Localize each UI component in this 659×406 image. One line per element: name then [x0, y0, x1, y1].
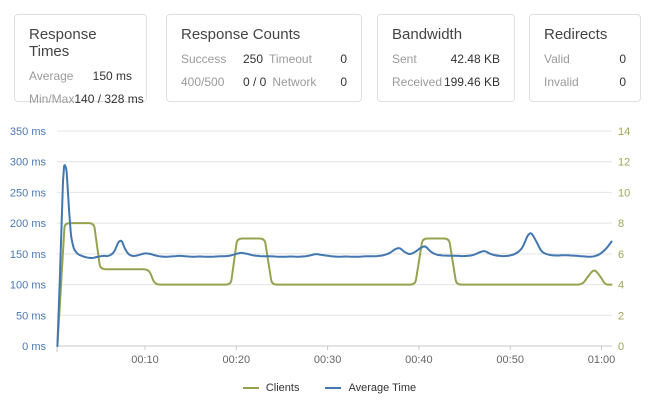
svg-text:10: 10 [618, 187, 630, 199]
stats-card-row: Response Times Average 150 ms Min/Max 14… [14, 14, 641, 106]
stat-label: 400/500 [181, 75, 225, 89]
right-axis-labels: 14 12 10 8 6 4 2 0 [618, 126, 630, 353]
svg-text:0 ms: 0 ms [22, 341, 46, 353]
stat-label: Received [392, 75, 443, 89]
stat-row-success-timeout: Success 250 Timeout 0 [181, 51, 347, 67]
svg-text:2: 2 [618, 310, 624, 322]
card-redirects: Redirects Valid 0 Invalid 0 [529, 14, 641, 102]
stat-row-sent: Sent 42.48 KB [392, 51, 500, 67]
svg-text:4: 4 [618, 280, 624, 292]
svg-text:14: 14 [618, 126, 630, 138]
card-bandwidth: Bandwidth Sent 42.48 KB Received 199.46 … [377, 14, 515, 102]
card-title: Response Counts [181, 26, 301, 43]
stat-row-average: Average 150 ms [29, 68, 132, 84]
stat-label: Success [181, 52, 227, 66]
svg-text:150 ms: 150 ms [10, 249, 47, 261]
svg-text:8: 8 [618, 218, 624, 230]
svg-text:0: 0 [618, 341, 624, 353]
legend-item-average-time: Average Time [325, 382, 416, 394]
chart-legend: Clients Average Time [0, 382, 659, 394]
series-line-average-time [56, 164, 613, 347]
legend-label: Average Time [348, 382, 417, 394]
stat-value: 250 [243, 52, 264, 66]
left-axis-labels: 350 ms 300 ms 250 ms 200 ms 150 ms 100 ms 50 m… [10, 126, 47, 353]
card-response-counts: Response Counts Success 250 Timeout 0 40… [166, 14, 362, 102]
svg-text:12: 12 [618, 157, 630, 169]
stat-row-invalid: Invalid 0 [544, 74, 626, 90]
stat-row-errors-network: 400/500 0 / 0 Network 0 [181, 74, 347, 90]
stat-value: 0 / 0 [243, 75, 267, 89]
stat-label: Min/Max [29, 92, 75, 106]
stat-label: Network [272, 75, 317, 89]
stat-label: Invalid [544, 75, 579, 89]
svg-text:00:30: 00:30 [314, 354, 342, 366]
stat-label: Valid [544, 52, 570, 66]
svg-text:250 ms: 250 ms [10, 187, 47, 199]
x-axis-labels: 00:10 00:20 00:30 00:40 00:50 01:00 [56, 346, 616, 366]
stat-label: Sent [392, 52, 417, 66]
stat-value: 0 [340, 52, 347, 66]
svg-text:00:10: 00:10 [131, 354, 159, 366]
clients-line-swatch [242, 387, 259, 389]
legend-item-clients: Clients [242, 382, 300, 394]
stat-label: Timeout [269, 52, 312, 66]
stat-value: 150 ms [92, 69, 132, 83]
svg-text:100 ms: 100 ms [10, 280, 47, 292]
stat-value: 0 [619, 75, 626, 89]
svg-text:50 ms: 50 ms [16, 310, 46, 322]
stat-value: 0 [340, 75, 347, 89]
performance-chart[interactable]: 350 ms 300 ms 250 ms 200 ms 150 ms 100 ms 50 m… [0, 112, 659, 374]
gridlines [57, 130, 612, 347]
average-time-line-swatch [325, 387, 342, 389]
stat-row-minmax: Min/Max 140 / 328 ms [29, 91, 144, 107]
svg-text:6: 6 [618, 249, 624, 261]
stat-row-valid: Valid 0 [544, 51, 626, 67]
card-title: Response Times [29, 26, 97, 60]
stat-value: 199.46 KB [443, 75, 500, 89]
svg-text:300 ms: 300 ms [10, 157, 47, 169]
svg-text:200 ms: 200 ms [10, 218, 47, 230]
svg-text:00:40: 00:40 [405, 354, 433, 366]
stat-value: 42.48 KB [450, 52, 500, 66]
stat-row-received: Received 199.46 KB [392, 74, 500, 90]
stat-value: 0 [619, 52, 626, 66]
card-title: Bandwidth [392, 26, 463, 43]
svg-text:01:00: 01:00 [588, 354, 616, 366]
svg-text:00:20: 00:20 [223, 354, 251, 366]
svg-text:350 ms: 350 ms [10, 126, 47, 138]
legend-label: Clients [265, 382, 300, 394]
svg-text:00:50: 00:50 [496, 354, 524, 366]
stat-value: 140 / 328 ms [74, 92, 144, 106]
series-line-clients [56, 222, 613, 347]
stat-label: Average [29, 69, 74, 83]
card-title: Redirects [544, 26, 608, 43]
card-response-times: Response Times Average 150 ms Min/Max 14… [14, 14, 147, 106]
